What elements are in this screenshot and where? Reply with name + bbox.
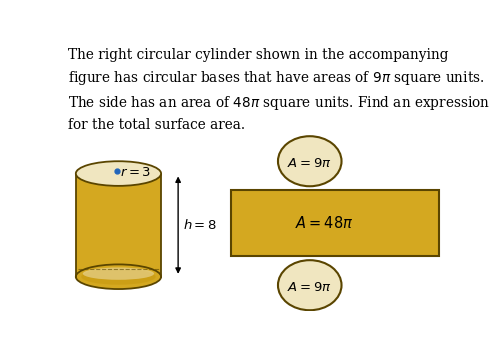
Ellipse shape	[76, 161, 161, 186]
Polygon shape	[76, 173, 161, 277]
Bar	[231, 191, 439, 256]
Text: The right circular cylinder shown in the accompanying
figure has circular bases : The right circular cylinder shown in the…	[68, 48, 490, 132]
Text: $A = 48\pi$: $A = 48\pi$	[295, 215, 353, 231]
Ellipse shape	[278, 136, 342, 186]
Text: $r = 3$: $r = 3$	[120, 166, 151, 179]
Text: $A = 9\pi$: $A = 9\pi$	[288, 281, 332, 294]
Ellipse shape	[81, 269, 155, 285]
Text: $h = 8$: $h = 8$	[183, 218, 217, 232]
Ellipse shape	[278, 260, 342, 310]
Text: $A = 9\pi$: $A = 9\pi$	[288, 157, 332, 170]
Ellipse shape	[76, 265, 161, 289]
Ellipse shape	[83, 267, 154, 280]
